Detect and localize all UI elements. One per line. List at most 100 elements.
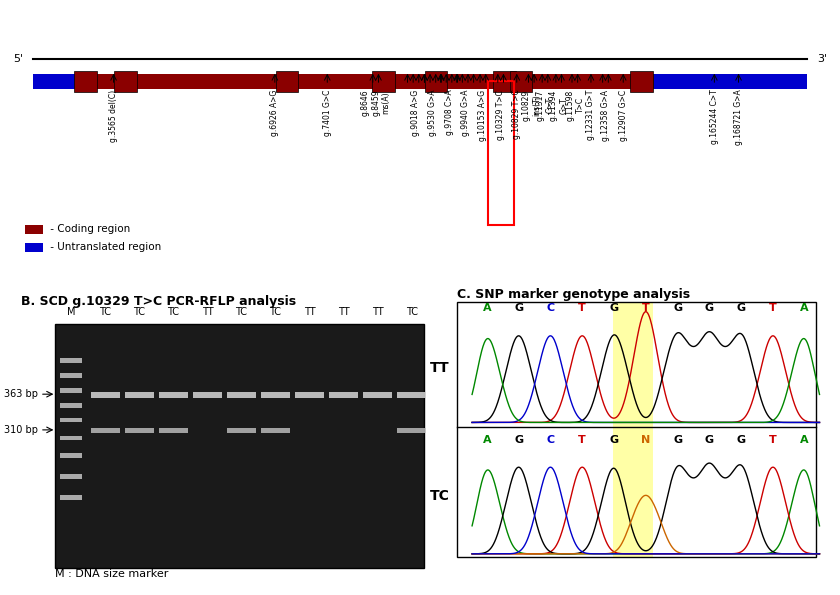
Text: - Coding region: - Coding region	[47, 224, 131, 234]
Bar	[55, 324, 424, 568]
Text: G: G	[705, 435, 714, 445]
Text: g.10153 A>G: g.10153 A>G	[479, 90, 487, 141]
Text: - Untranslated region: - Untranslated region	[47, 242, 161, 252]
Text: g.10329 T>C: g.10329 T>C	[496, 90, 505, 139]
Text: g.10829 T>C: g.10829 T>C	[512, 90, 522, 139]
Bar	[125, 392, 154, 397]
Bar	[33, 74, 77, 89]
Bar	[60, 388, 82, 393]
Text: g.9018 A>G: g.9018 A>G	[412, 90, 421, 136]
Bar	[372, 71, 395, 92]
Bar	[160, 427, 188, 433]
Text: N: N	[641, 435, 650, 445]
Text: C: C	[546, 303, 554, 314]
Text: g.9708 C>A: g.9708 C>A	[444, 90, 454, 136]
Text: g.11598
T>C: g.11598 T>C	[565, 90, 585, 121]
Text: A: A	[801, 435, 809, 445]
Bar	[510, 71, 532, 92]
Text: TC: TC	[167, 308, 180, 317]
Text: TC: TC	[235, 308, 248, 317]
Bar	[631, 71, 653, 92]
Text: g.10829
ins(T): g.10829 ins(T)	[522, 90, 541, 121]
Bar	[60, 373, 82, 378]
Text: G: G	[610, 435, 618, 445]
Text: TC: TC	[430, 489, 450, 503]
Bar	[25, 243, 43, 252]
Bar	[60, 495, 82, 500]
Bar	[91, 392, 119, 397]
Text: g.3565 del(C): g.3565 del(C)	[109, 90, 118, 142]
Text: TC: TC	[99, 308, 112, 317]
Text: g.165244 C>T: g.165244 C>T	[710, 90, 719, 145]
Text: 363 bp: 363 bp	[4, 389, 38, 399]
Text: g.6926 A>G: g.6926 A>G	[270, 90, 280, 136]
Text: g.8646
g.8459
ms(A): g.8646 g.8459 ms(A)	[360, 90, 391, 116]
Bar	[160, 392, 188, 397]
Text: G: G	[673, 303, 682, 314]
Bar	[114, 71, 137, 92]
Text: TT: TT	[372, 308, 383, 317]
Bar	[493, 71, 516, 92]
Text: C: C	[546, 435, 554, 445]
Text: A: A	[482, 435, 491, 445]
Bar	[74, 71, 97, 92]
Text: A: A	[482, 303, 491, 314]
Bar	[125, 427, 154, 433]
Bar	[261, 392, 290, 397]
Text: T: T	[769, 435, 777, 445]
Bar	[296, 392, 324, 397]
Text: 310 bp: 310 bp	[4, 425, 38, 435]
Text: G: G	[737, 303, 746, 314]
Text: 5': 5'	[13, 54, 24, 64]
Bar	[60, 358, 82, 363]
Text: g.9940 G>A: g.9940 G>A	[460, 90, 470, 136]
Text: TT: TT	[202, 308, 213, 317]
Text: T: T	[579, 303, 586, 314]
Text: g.11317
C>T: g.11317 C>T	[535, 90, 554, 121]
Text: M: M	[67, 308, 76, 317]
Text: G: G	[514, 303, 523, 314]
Text: g.9530 G>A: g.9530 G>A	[428, 90, 438, 136]
Text: TT: TT	[338, 308, 349, 317]
Text: C. SNP marker genotype analysis: C. SNP marker genotype analysis	[457, 289, 690, 301]
Bar	[363, 392, 391, 397]
Text: TT: TT	[430, 361, 450, 375]
Text: g.12358 G>A: g.12358 G>A	[601, 90, 610, 140]
Bar	[60, 453, 82, 458]
Text: A: A	[801, 303, 809, 314]
Text: TC: TC	[270, 308, 281, 317]
Text: g.11394
G>T: g.11394 G>T	[549, 90, 569, 121]
Text: g.7401 G>C: g.7401 G>C	[323, 90, 332, 136]
Bar	[227, 392, 256, 397]
Bar	[193, 392, 222, 397]
Text: G: G	[737, 435, 746, 445]
Text: g.168721 G>A: g.168721 G>A	[734, 90, 743, 145]
Text: T: T	[579, 435, 586, 445]
Bar	[25, 224, 43, 234]
Bar	[329, 392, 358, 397]
Bar	[397, 392, 426, 397]
Text: g.12907 G>C: g.12907 G>C	[619, 90, 627, 141]
Text: B. SCD g.10329 T>C PCR-RFLP analysis: B. SCD g.10329 T>C PCR-RFLP analysis	[21, 295, 297, 308]
Text: M : DNA size marker: M : DNA size marker	[55, 569, 168, 578]
Bar	[60, 474, 82, 479]
Bar	[261, 427, 290, 433]
Text: T: T	[769, 303, 777, 314]
Bar	[60, 403, 82, 408]
Bar	[425, 71, 448, 92]
Text: G: G	[673, 435, 682, 445]
Bar	[91, 427, 119, 433]
Text: G: G	[705, 303, 714, 314]
Bar	[60, 418, 82, 422]
Text: G: G	[514, 435, 523, 445]
Text: T: T	[642, 303, 649, 314]
Bar	[488, 82, 513, 224]
Bar	[654, 74, 807, 89]
Bar	[60, 436, 82, 440]
Text: g.12331 G>T: g.12331 G>T	[586, 90, 596, 140]
Text: TC: TC	[134, 308, 145, 317]
Text: TT: TT	[304, 308, 315, 317]
Bar	[612, 302, 654, 556]
Text: G: G	[610, 303, 618, 314]
Bar	[397, 427, 426, 433]
